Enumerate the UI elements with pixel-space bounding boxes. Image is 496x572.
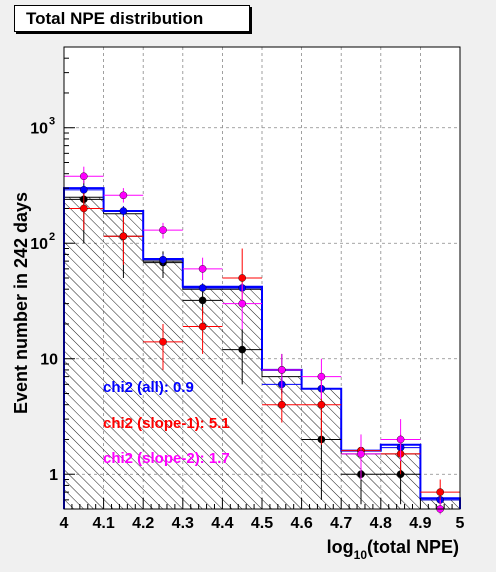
data-point bbox=[198, 284, 207, 292]
data-point bbox=[238, 299, 246, 308]
y-tick-label: 10 bbox=[40, 352, 58, 369]
axis-ticks bbox=[63, 46, 461, 510]
x-tick-label: 4.5 bbox=[251, 515, 273, 532]
x-tick-label: 4.2 bbox=[132, 515, 154, 532]
y-tick-label: 1 bbox=[49, 467, 58, 484]
data-point bbox=[119, 207, 128, 215]
chart-title: Total NPE distribution bbox=[14, 5, 250, 32]
data-point bbox=[159, 226, 167, 234]
x-tick-label: 4.9 bbox=[409, 515, 431, 532]
annotation-chi2-all: chi2 (all): 0.9 bbox=[103, 379, 194, 396]
data-point bbox=[436, 488, 445, 496]
x-axis-title: log10(total NPE) bbox=[327, 537, 459, 562]
x-tick-label: 4.4 bbox=[211, 515, 233, 532]
data-point bbox=[80, 204, 88, 213]
data-point bbox=[277, 366, 286, 374]
y-tick-exponent: 3 bbox=[49, 116, 55, 128]
x-axis-title-sub: 10 bbox=[354, 548, 368, 562]
x-axis-title-main: log bbox=[327, 537, 354, 557]
x-tick-label: 4.7 bbox=[330, 515, 352, 532]
x-axis-title-rest: (total NPE) bbox=[367, 537, 459, 557]
data-point bbox=[198, 265, 207, 273]
y-tick-exponent: 2 bbox=[49, 231, 55, 243]
x-tick-label: 4 bbox=[60, 515, 69, 532]
y-axis-title: Event number in 242 days bbox=[11, 192, 31, 414]
x-tick-label: 5 bbox=[456, 515, 465, 532]
data-point bbox=[277, 400, 286, 409]
data-point bbox=[198, 296, 207, 305]
data-point bbox=[159, 255, 167, 264]
data-point bbox=[238, 274, 246, 282]
annotation-chi2-slope1: chi2 (slope-1): 5.1 bbox=[103, 415, 230, 432]
data-point bbox=[198, 322, 207, 331]
data-point bbox=[80, 186, 88, 194]
y-tick-label: 10 bbox=[30, 236, 48, 253]
data-point bbox=[396, 435, 405, 444]
y-tick-label: 10 bbox=[30, 121, 48, 138]
data-point bbox=[159, 338, 167, 346]
data-point bbox=[317, 372, 326, 381]
data-point bbox=[357, 450, 365, 458]
x-tick-label: 4.6 bbox=[290, 515, 312, 532]
data-point bbox=[238, 345, 246, 354]
data-point bbox=[80, 172, 88, 181]
data-point bbox=[317, 400, 326, 409]
x-tick-label: 4.3 bbox=[172, 515, 194, 532]
x-tick-label: 4.8 bbox=[370, 515, 392, 532]
annotations: chi2 (all): 0.9 chi2 (slope-1): 5.1 chi2… bbox=[103, 379, 230, 467]
annotation-chi2-slope2: chi2 (slope-2): 1.7 bbox=[103, 450, 230, 467]
x-tick-label: 4.1 bbox=[92, 515, 114, 532]
data-point bbox=[119, 191, 128, 200]
data-points bbox=[64, 166, 460, 515]
data-point bbox=[119, 232, 128, 241]
